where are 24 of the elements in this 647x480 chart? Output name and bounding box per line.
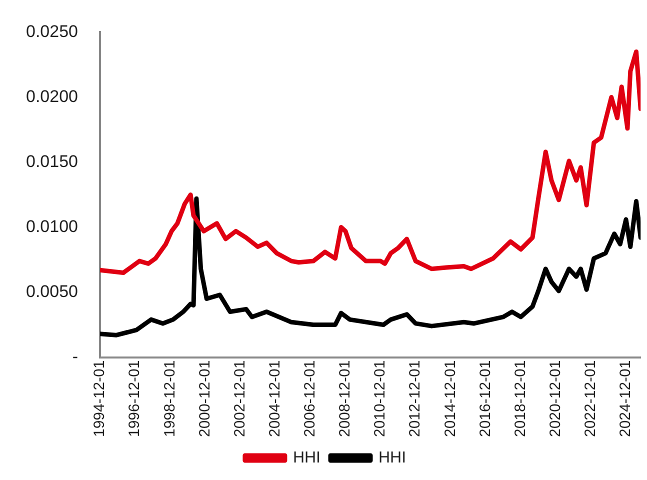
x-tick-label: 2010-12-01 (372, 360, 389, 438)
legend-label: HHI (292, 449, 321, 466)
x-tick-label: 2018-12-01 (512, 360, 529, 438)
y-tick-label: - (72, 346, 78, 366)
y-tick-label: 0.0100 (26, 216, 78, 236)
y-tick-label: 0.0050 (26, 282, 78, 301)
x-tick-label: 2022-12-01 (582, 360, 600, 438)
x-tick-label: 2004-12-01 (266, 360, 284, 438)
x-tick-label: 2014-12-01 (442, 360, 459, 438)
x-tick-label: 2002-12-01 (231, 360, 248, 438)
x-tick-label: 2006-12-01 (302, 360, 319, 438)
x-tick-label: 1996-12-01 (126, 360, 144, 438)
y-tick-label: 0.0200 (26, 86, 78, 106)
x-tick-label: 1994-12-01 (91, 360, 108, 438)
x-tick-label: 2012-12-01 (406, 360, 424, 438)
x-tick-label: 2024-12-01 (617, 360, 634, 438)
x-tick-label: 2020-12-01 (547, 360, 564, 438)
x-tick-label: 2000-12-01 (196, 360, 214, 438)
y-tick-label: 0.0150 (26, 152, 78, 171)
x-tick-label: 2008-12-01 (336, 360, 354, 438)
x-tick-label: 2016-12-01 (476, 360, 494, 438)
x-tick-label: 1998-12-01 (161, 360, 178, 438)
y-tick-label: 0.0250 (26, 22, 78, 41)
legend-label: HHI (378, 449, 406, 466)
